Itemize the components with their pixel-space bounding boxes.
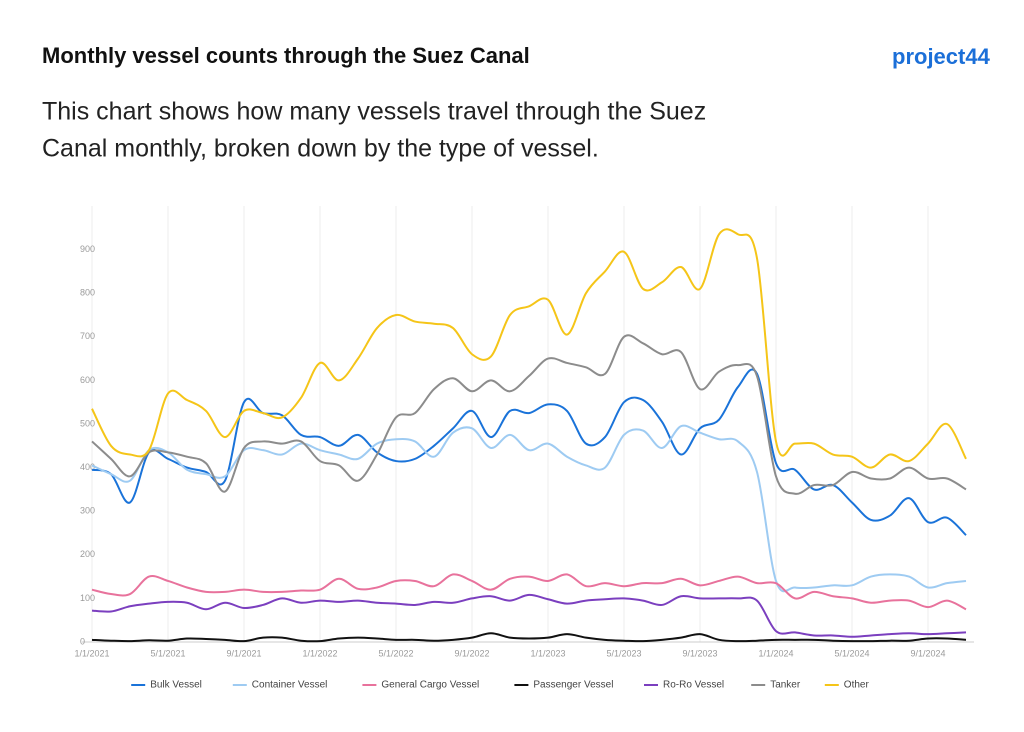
legend-label: Tanker [770, 680, 801, 691]
x-tick-label: 9/1/2023 [682, 648, 717, 658]
y-tick-label: 500 [80, 418, 95, 428]
y-tick-label: 300 [80, 506, 95, 516]
series-line [91, 632, 967, 643]
series-line [91, 228, 967, 469]
x-tick-label: 1/1/2024 [758, 648, 793, 658]
x-tick-label: 9/1/2022 [454, 648, 489, 658]
series-line [91, 593, 967, 638]
title: Monthly vessel counts through the Suez C… [42, 43, 530, 68]
y-tick-label: 800 [80, 288, 95, 298]
x-tick-label: 9/1/2021 [226, 648, 261, 658]
y-tick-label: 200 [80, 549, 95, 559]
x-tick-label: 1/1/2023 [530, 648, 565, 658]
legend-label: General Cargo Vessel [381, 680, 479, 691]
x-tick-label: 9/1/2024 [910, 648, 945, 658]
legend-label: Passenger Vessel [533, 680, 613, 691]
x-tick-label: 5/1/2023 [606, 648, 641, 658]
x-tick-label: 5/1/2024 [834, 648, 869, 658]
legend-label: Other [844, 680, 870, 691]
series-line [91, 573, 967, 611]
logo: project44 [892, 44, 991, 69]
subtitle-line: This chart shows how many vessels travel… [42, 98, 706, 126]
x-tick-label: 5/1/2021 [150, 648, 185, 658]
legend-label: Ro-Ro Vessel [663, 680, 724, 691]
subtitle-line: Canal monthly, broken down by the type o… [42, 135, 599, 163]
x-tick-label: 1/1/2022 [302, 648, 337, 658]
legend-label: Bulk Vessel [150, 680, 202, 691]
y-tick-label: 900 [80, 244, 95, 254]
x-tick-label: 5/1/2022 [378, 648, 413, 658]
y-tick-label: 700 [80, 331, 95, 341]
y-tick-label: 400 [80, 462, 95, 472]
x-tick-label: 1/1/2021 [74, 648, 109, 658]
y-tick-label: 600 [80, 375, 95, 385]
series-line [91, 334, 967, 495]
y-tick-label: 100 [80, 593, 95, 603]
y-tick-label: 0 [80, 636, 85, 646]
series-line [91, 368, 967, 536]
legend-label: Container Vessel [252, 680, 328, 691]
